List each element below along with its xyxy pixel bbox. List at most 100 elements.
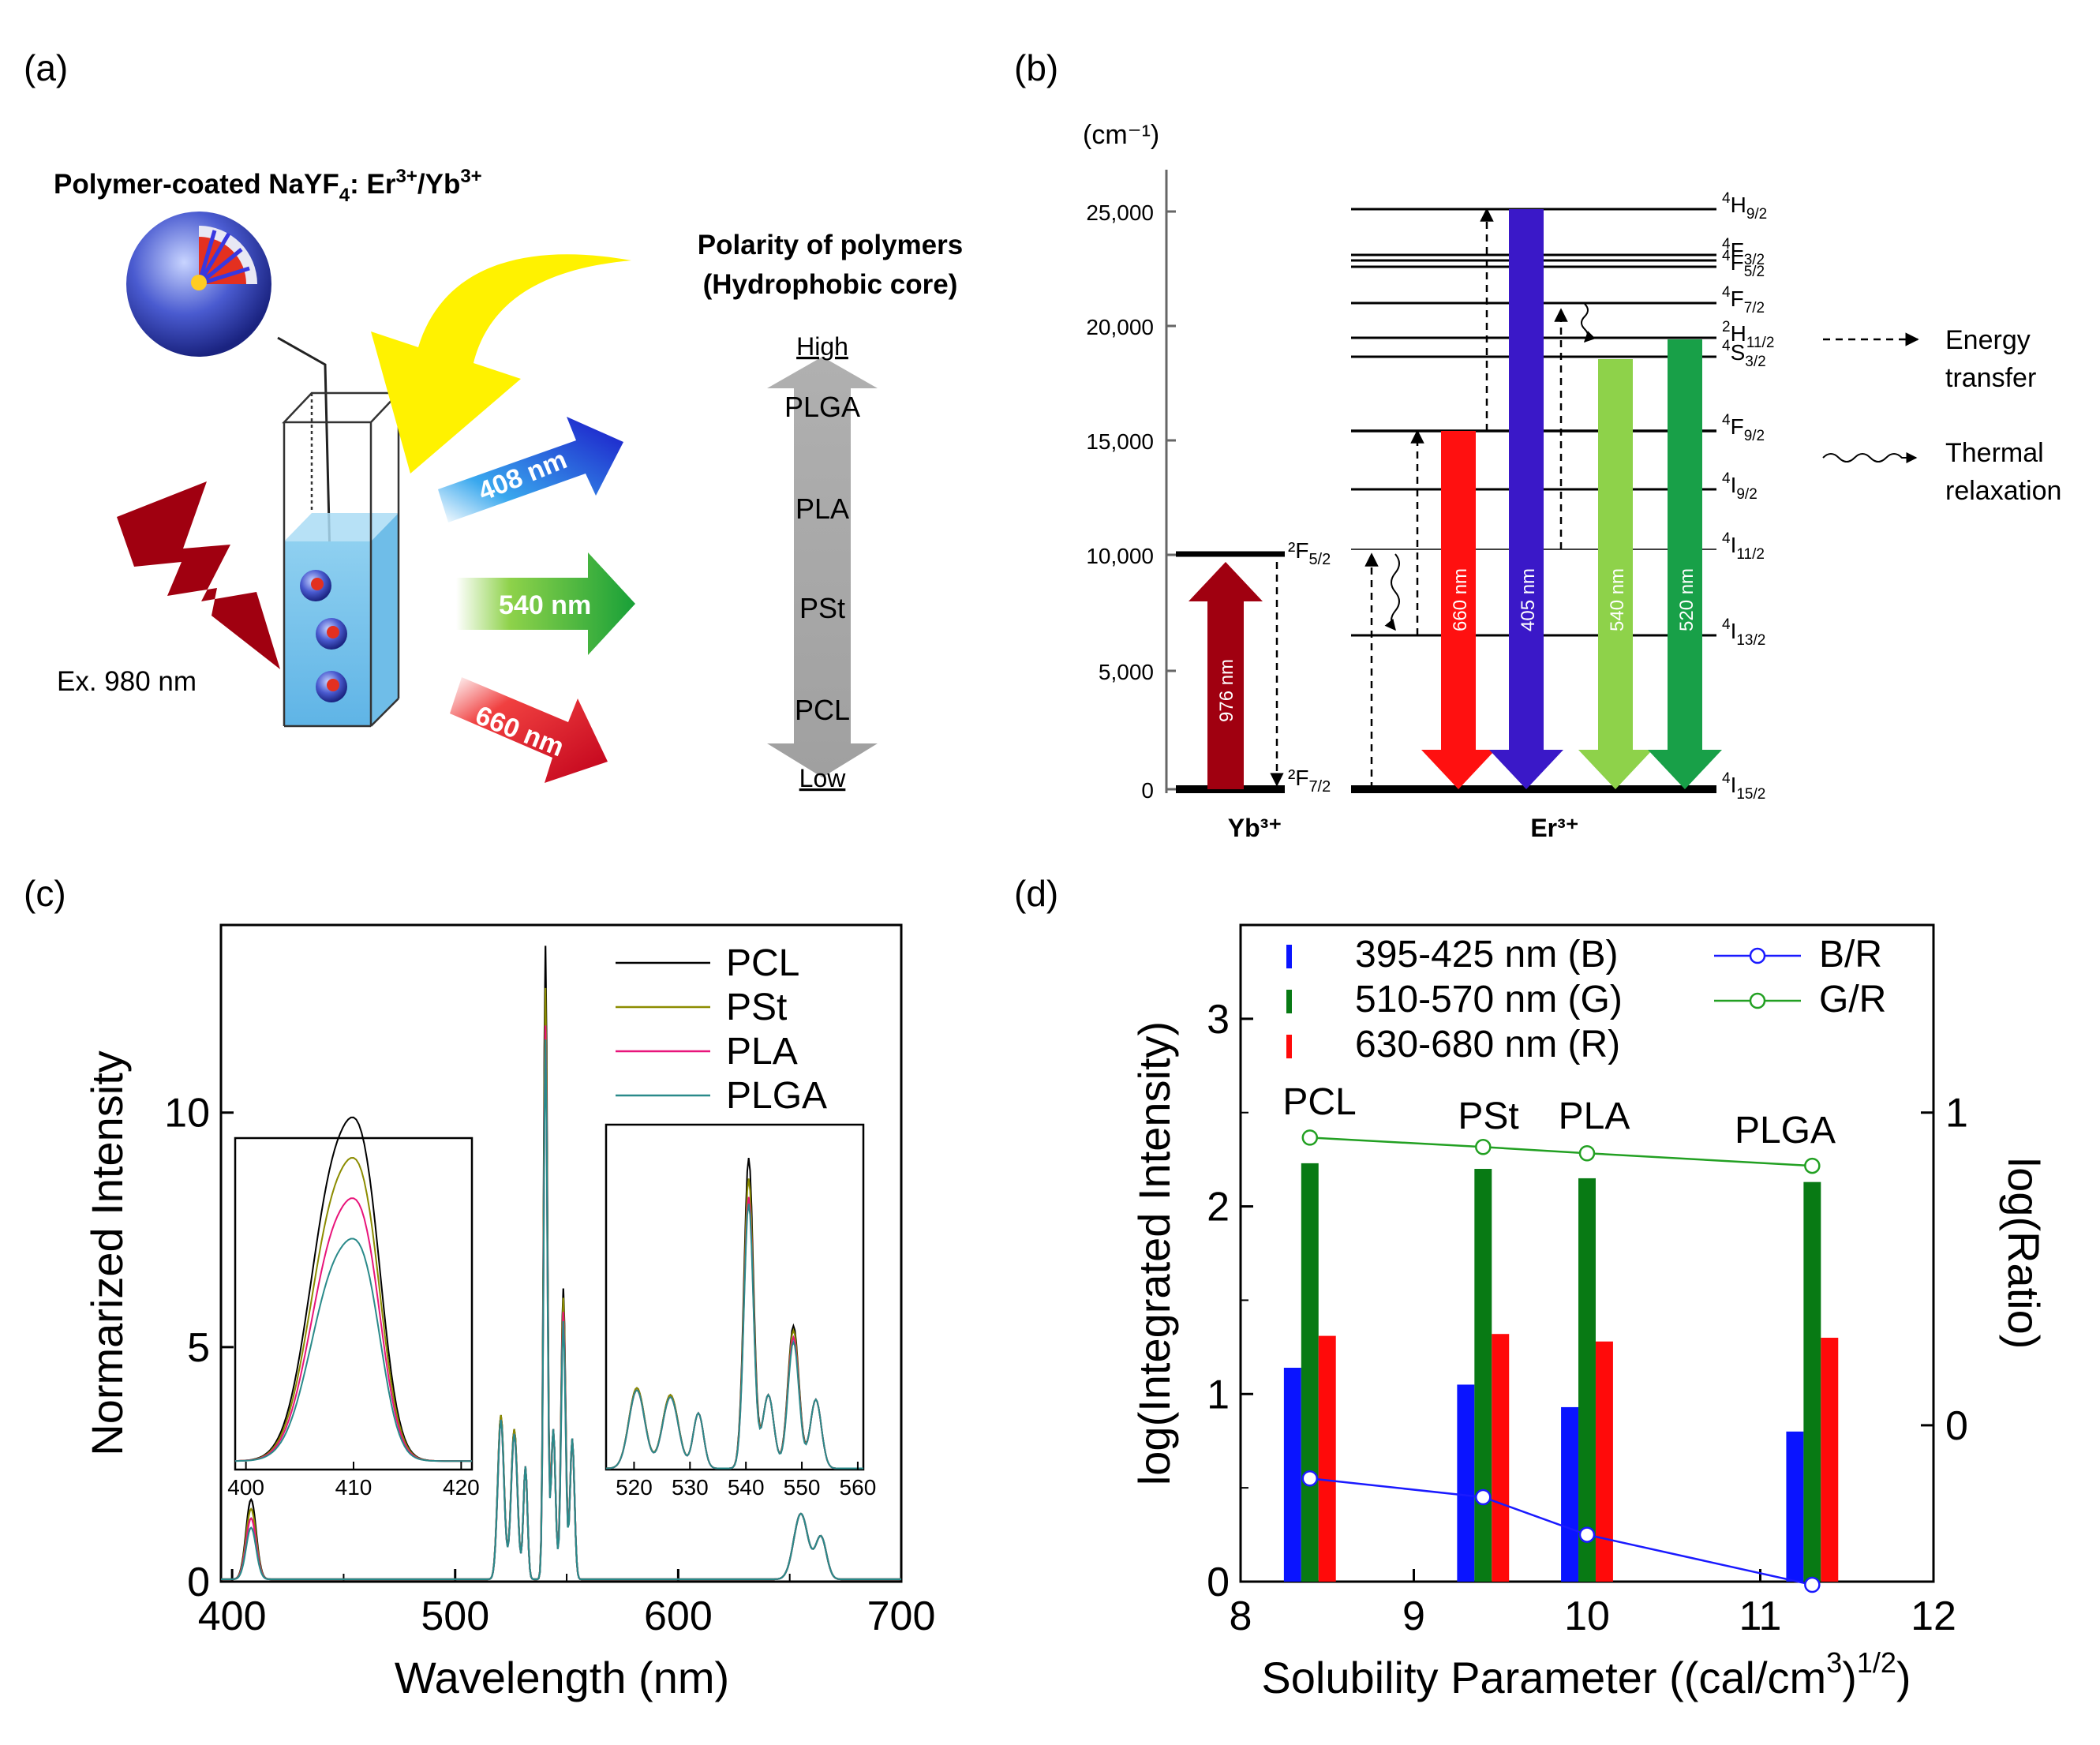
legend-thermal-line1: Thermal <box>1945 438 2044 468</box>
er-level-label: 4I9/2 <box>1722 470 1757 503</box>
bar-g-1 <box>1474 1169 1492 1582</box>
bar-r-1 <box>1492 1334 1510 1582</box>
er-label: Er³⁺ <box>1530 814 1578 842</box>
panel-c-label: (c) <box>24 873 66 914</box>
arrow-520nm: 520 nm <box>1648 339 1722 789</box>
inset1-tick-label: 410 <box>335 1475 372 1500</box>
arrow-540nm: 540 nm <box>1578 359 1653 789</box>
ratio-point-br <box>1301 1470 1319 1487</box>
inset1-frame <box>234 1136 474 1471</box>
y-tick-label: 10 <box>164 1091 210 1136</box>
panel-a-label: (a) <box>24 47 68 88</box>
ratio-point-gr <box>1475 1139 1492 1155</box>
bar-b-3 <box>1786 1431 1804 1582</box>
d-x-tick-label: 10 <box>1564 1593 1610 1639</box>
er-level-label: 4I15/2 <box>1722 770 1765 803</box>
legend-thermal-line2: relaxation <box>1945 476 2061 506</box>
x-tick-label: 600 <box>644 1593 713 1639</box>
polarity-title-line2: (Hydrophobic core) <box>703 269 958 300</box>
bar-b-1 <box>1457 1384 1475 1582</box>
energy-tick-label: 10,000 <box>1086 544 1154 568</box>
polarity-low: Low <box>799 764 847 792</box>
svg-text:540 nm: 540 nm <box>499 590 591 620</box>
polarity-polymer-pcl: PCL <box>795 694 850 726</box>
bar-g-2 <box>1578 1178 1596 1582</box>
energy-tick-label: 15,000 <box>1086 429 1154 454</box>
polymer-label-pla: PLA <box>1559 1095 1630 1137</box>
ratio-point-br <box>1578 1526 1596 1543</box>
d-x-tick-label: 12 <box>1911 1593 1956 1639</box>
bar-r-2 <box>1595 1341 1613 1582</box>
inset2-tick-label: 560 <box>840 1475 877 1500</box>
d-y-tick-label: 0 <box>1207 1560 1230 1605</box>
legend-energy-line2: transfer <box>1945 363 2036 393</box>
yb-level-label-2f72: ²F7/2 <box>1288 766 1331 796</box>
polarity-polymer-plga: PLGA <box>784 391 860 423</box>
panel-c: (c) 400 500 600 700 0 5 10 400 410 420 520 530 540… <box>24 873 935 1702</box>
y-tick-label: 0 <box>187 1560 210 1605</box>
ratio-point-gr <box>1301 1129 1319 1146</box>
svg-text:405 nm: 405 nm <box>1518 568 1539 631</box>
lightning-icon <box>117 481 280 669</box>
legend-ratio-marker-gr <box>1749 992 1766 1009</box>
d-x-tick-label: 9 <box>1402 1593 1425 1639</box>
legend-label-pst: PSt <box>726 987 787 1028</box>
x-tick-label: 500 <box>421 1593 489 1639</box>
inset2-tick-label: 530 <box>672 1475 709 1500</box>
energy-tick-label: 25,000 <box>1086 200 1154 225</box>
d-y2-tick-label: 1 <box>1945 1091 1968 1136</box>
d-x-tick-label: 8 <box>1230 1593 1252 1639</box>
legend-ratio-label-br: B/R <box>1819 934 1882 975</box>
svg-text:660 nm: 660 nm <box>1450 568 1471 631</box>
legend-bar-swatch-g <box>1286 990 1292 1013</box>
d-x-tick-label: 11 <box>1739 1593 1782 1639</box>
inset-408-peak: 400 410 420 <box>227 1116 480 1500</box>
legend-bar-swatch-r <box>1286 1035 1292 1058</box>
plot-c-axes: 400 500 600 700 0 5 10 <box>164 1091 935 1639</box>
yb-label: Yb³⁺ <box>1228 814 1282 842</box>
inset2-tick-label: 520 <box>616 1475 653 1500</box>
energy-transfer-arrows <box>1364 208 1568 789</box>
er-level-label: 4I11/2 <box>1722 530 1765 563</box>
ratio-line-gr <box>1309 1136 1813 1167</box>
ratio-point-br <box>1475 1488 1492 1506</box>
inset1-series-plga <box>235 1238 472 1462</box>
inset2-series-plga <box>605 1204 863 1470</box>
legend-label-pla: PLA <box>726 1031 798 1073</box>
er-level-label: 4F5/2 <box>1722 248 1765 280</box>
polymer-label-pst: PSt <box>1458 1095 1518 1137</box>
x-tick-label: 400 <box>198 1593 267 1639</box>
plot-d-bars <box>1283 1163 1839 1582</box>
nanoparticle-title: Polymer-coated NaYF4: Er3+/Yb3+ <box>54 166 482 206</box>
energy-ticks: 25,000 20,000 15,000 10,000 5,000 0 <box>1086 200 1176 803</box>
er-level-label: 4F7/2 <box>1722 284 1765 316</box>
plot-d-ylabel: log(Integrated Intensity) <box>1129 1021 1179 1485</box>
bar-g-0 <box>1301 1163 1319 1582</box>
inset2-frame <box>605 1123 865 1471</box>
svg-text:408 nm: 408 nm <box>474 444 571 507</box>
plot-d-ratio-lines <box>1301 1129 1821 1593</box>
plot-d-legend: 395-425 nm (B)510-570 nm (G)630-680 nm (… <box>1286 934 1886 1065</box>
energy-tick-label: 20,000 <box>1086 315 1154 339</box>
panel-b-label: (b) <box>1014 47 1058 88</box>
yb-level-label-2f52: ²F5/2 <box>1288 538 1331 568</box>
ratio-point-gr <box>1578 1144 1596 1162</box>
cuvette-icon <box>282 391 401 728</box>
er-level-label: 4S3/2 <box>1722 338 1766 370</box>
inset2-tick-label: 550 <box>784 1475 821 1500</box>
legend-label-pcl: PCL <box>726 942 799 984</box>
plot-d-xlabel: Solubility Parameter ((cal/cm3)1/2) <box>1261 1646 1911 1702</box>
d-y-tick-label: 1 <box>1207 1372 1230 1417</box>
bar-b-2 <box>1561 1406 1579 1582</box>
er-level-label: 4F3/2 <box>1722 236 1765 268</box>
legend-bar-label-g: 510-570 nm (G) <box>1355 979 1623 1020</box>
legend-ratio-marker-br <box>1749 947 1766 964</box>
svg-text:520 nm: 520 nm <box>1676 568 1698 631</box>
legend-label-plga: PLGA <box>726 1075 827 1117</box>
er-level-label: 4I13/2 <box>1722 616 1765 649</box>
arrow-660nm: 660 nm <box>1421 431 1495 789</box>
polarity-double-arrow-icon <box>767 357 878 777</box>
bar-r-3 <box>1821 1337 1839 1582</box>
